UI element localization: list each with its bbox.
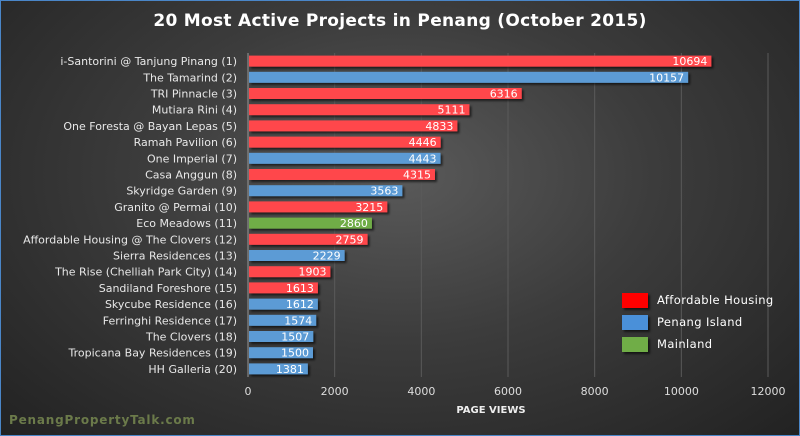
category-label: Skyridge Garden (9) (126, 185, 237, 198)
data-label: 1613 (286, 282, 314, 295)
legend-swatch (622, 337, 648, 352)
legend-label: Affordable Housing (657, 293, 774, 307)
legend-item: Mainland (622, 337, 792, 353)
data-label: 5111 (437, 104, 465, 117)
chart-title: 20 Most Active Projects in Penang (Octob… (153, 11, 647, 31)
bar (249, 104, 470, 116)
bar (249, 120, 458, 132)
data-label: 4833 (425, 120, 453, 133)
category-label: HH Galleria (20) (148, 363, 237, 376)
data-label: 10157 (649, 71, 684, 84)
data-label: 3563 (370, 185, 398, 198)
legend-label: Mainland (657, 337, 713, 351)
category-label: Ferringhi Residence (17) (103, 314, 237, 327)
data-label: 6316 (490, 88, 518, 101)
bar (249, 185, 403, 197)
category-label: One Foresta @ Bayan Lepas (5) (63, 120, 237, 133)
x-tick-label: 12000 (751, 385, 786, 398)
category-label: Sierra Residences (13) (113, 250, 237, 263)
category-label: Granito @ Permai (10) (114, 201, 237, 214)
x-tick-label: 10000 (664, 385, 699, 398)
bar (249, 169, 435, 180)
bar (249, 363, 308, 375)
data-label: 1500 (281, 347, 309, 360)
bar (249, 347, 313, 359)
data-label: 2759 (336, 233, 364, 246)
category-label: Mutiara Rini (4) (152, 104, 237, 117)
bar (249, 136, 441, 148)
x-tick-label: 0 (245, 385, 252, 398)
data-label: 3215 (355, 201, 383, 214)
data-label: 1507 (281, 331, 309, 344)
bar (249, 152, 441, 164)
legend-item: Affordable Housing (622, 293, 792, 309)
category-label: One Imperial (7) (147, 152, 237, 165)
legend-swatch (622, 293, 648, 308)
data-label: 1574 (284, 314, 312, 327)
category-label: Casa Anggun (8) (145, 169, 237, 182)
x-tick-label: 6000 (494, 385, 522, 398)
data-label: 1612 (286, 298, 314, 311)
category-label: Affordable Housing @ The Clovers (12) (23, 233, 237, 246)
bar (249, 201, 388, 213)
bar (249, 314, 317, 326)
category-label: The Rise (Chelliah Park City) (14) (54, 266, 237, 279)
x-axis-label: PAGE VIEWS (456, 405, 526, 416)
bar (249, 217, 372, 229)
category-label: The Clovers (18) (145, 331, 237, 344)
legend-swatch (622, 315, 648, 330)
data-label: 2860 (340, 217, 368, 230)
category-label: Ramah Pavilion (6) (134, 136, 237, 149)
bar (249, 233, 368, 245)
data-label: 2229 (313, 250, 341, 263)
category-label: Sandiland Foreshore (15) (99, 282, 237, 295)
bar (249, 331, 314, 342)
bar (249, 266, 331, 278)
x-tick-label: 8000 (581, 385, 609, 398)
bar (249, 55, 712, 67)
data-label: 10694 (672, 55, 707, 68)
data-label: 1903 (298, 266, 326, 279)
category-label: TRI Pinnacle (3) (150, 88, 237, 101)
legend-item: Penang Island (622, 315, 792, 331)
x-tick-label: 4000 (407, 385, 435, 398)
legend-label: Penang Island (657, 315, 743, 329)
category-label: Skycube Residence (16) (105, 298, 237, 311)
category-label: Eco Meadows (11) (136, 217, 237, 230)
bar (249, 250, 345, 261)
watermark: PenangPropertyTalk.com (9, 413, 196, 427)
bar (249, 298, 318, 310)
data-label: 4443 (409, 152, 437, 165)
x-tick-label: 2000 (321, 385, 349, 398)
bar (249, 88, 522, 99)
data-label: 1381 (276, 363, 304, 376)
bar (249, 71, 689, 83)
category-label: Tropicana Bay Residences (19) (68, 347, 238, 360)
data-label: 4315 (403, 169, 431, 182)
bar (249, 282, 318, 294)
data-label: 4446 (409, 136, 437, 149)
category-label: i-Santorini @ Tanjung Pinang (1) (60, 55, 237, 68)
category-label: The Tamarind (2) (142, 71, 237, 84)
